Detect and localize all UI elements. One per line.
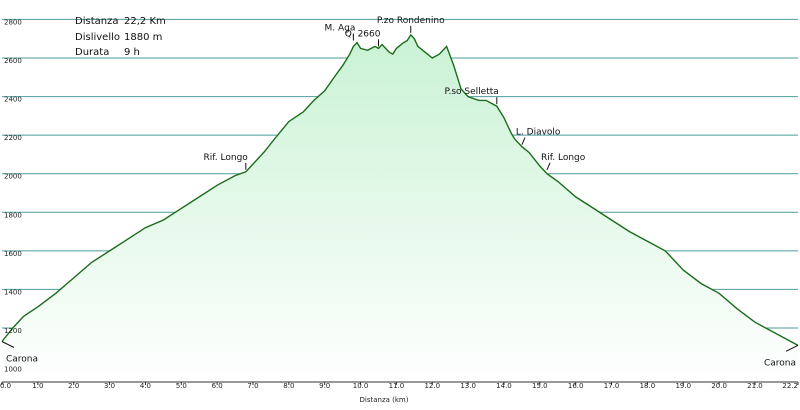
annotation-tick: [1, 341, 15, 348]
x-tick-label: 13.0: [460, 382, 476, 390]
y-tick-label: 1800: [4, 211, 22, 219]
annotation-label: Carona: [764, 358, 796, 368]
x-tick-label: 6.0: [212, 382, 223, 390]
y-tick-label: 2800: [4, 18, 22, 26]
x-tick-label: 19.0: [675, 382, 691, 390]
info-duration-label: Durata: [75, 47, 109, 58]
x-tick-label: 18.0: [640, 382, 656, 390]
y-tick-label: 2400: [4, 96, 22, 104]
y-tick-label: 2600: [4, 57, 22, 65]
y-tick-label: 1400: [4, 288, 22, 296]
x-tick-label: 1.0: [32, 382, 43, 390]
x-tick-label: 22.2: [782, 382, 798, 390]
x-tick-label: 2.0: [68, 382, 79, 390]
annotation-label: Rif. Longo: [541, 153, 586, 163]
x-tick-label: 14.0: [496, 382, 512, 390]
x-tick-label: 3.0: [104, 382, 115, 390]
x-tick-label: 0.0: [0, 382, 11, 390]
annotation-label: Carona: [6, 355, 38, 365]
x-tick-label: 17.0: [604, 382, 620, 390]
elevation-line: [1, 33, 799, 347]
x-tick-label: 12.0: [424, 382, 440, 390]
x-tick-label: 11.0: [389, 382, 405, 390]
x-tick-label: 5.0: [176, 382, 187, 390]
area-fill: [2, 34, 798, 383]
annotation-label: Rif. Longo: [204, 153, 249, 163]
annotation-tick: [521, 137, 526, 145]
y-tick-label: 1200: [4, 327, 22, 335]
annotation-label: Q. 2660: [345, 29, 381, 39]
axes: 1000 1200 1400 1600 1800 2000 2200 2400 2600 2800…: [0, 18, 799, 390]
x-tick-label: 21.0: [747, 382, 763, 390]
elevation-area: [1, 33, 799, 383]
info-elevation-label: Dislivello: [75, 32, 120, 43]
info-distance-value: 22,2 Km: [124, 16, 166, 27]
y-tick-label: 2200: [4, 134, 22, 142]
y-tick-label: 2000: [4, 173, 22, 181]
annotation-label: L. Diavolo: [516, 128, 561, 138]
x-tick-label: 9.0: [319, 382, 330, 390]
x-tick-label: 8.0: [283, 382, 294, 390]
x-tick-label: 7.0: [247, 382, 258, 390]
x-tick-label: 4.0: [140, 382, 151, 390]
annotation-label: P.zo Rondenino: [377, 16, 445, 26]
y-tick-label: 1000: [4, 366, 22, 374]
annotation-label: M. Aga: [325, 24, 356, 34]
x-axis-title: Distanza (km): [360, 396, 409, 404]
annotation-tick: [785, 344, 799, 352]
x-tick-label: 16.0: [568, 382, 584, 390]
info-duration-value: 9 h: [124, 47, 140, 58]
y-tick-label: 1600: [4, 250, 22, 258]
info-distance-label: Distanza: [75, 16, 118, 27]
x-tick-label: 15.0: [532, 382, 548, 390]
info-elevation-value: 1880 m: [124, 32, 162, 43]
info-box: Distanza 22,2 Km Dislivello 1880 m Durat…: [75, 16, 166, 58]
x-tick-label: 20.0: [711, 382, 727, 390]
annotation-label: P.so Selletta: [444, 87, 498, 97]
x-tick-label: 10.0: [353, 382, 369, 390]
annotation-tick: [546, 162, 551, 170]
